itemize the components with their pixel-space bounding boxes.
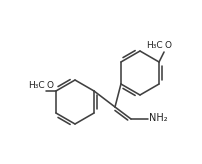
Text: H₃C: H₃C: [28, 81, 45, 90]
Text: NH₂: NH₂: [148, 113, 167, 123]
Text: O: O: [46, 81, 53, 90]
Text: O: O: [164, 41, 171, 50]
Text: H₃C: H₃C: [146, 41, 162, 50]
